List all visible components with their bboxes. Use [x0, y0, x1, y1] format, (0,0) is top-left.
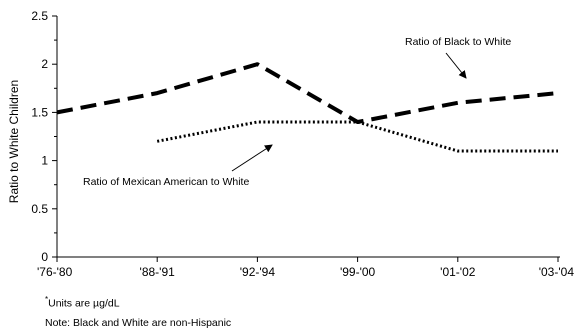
- x-tick-label: '76-'80: [37, 265, 73, 279]
- x-tick-label: '92-'94: [240, 265, 276, 279]
- line-chart: 0 0.5 1 1.5 2 2.5 Ratio to White Children '76-'…: [7, 9, 574, 279]
- units-note: *Units are µg/dL: [45, 295, 120, 310]
- annotation-layer: Ratio of Black to White Ratio of Mexican …: [83, 36, 511, 188]
- annotation-arrow-0: [445, 52, 467, 79]
- annotation-label-0: Ratio of Black to White: [405, 36, 511, 48]
- y-tick-label: 2: [41, 57, 48, 71]
- x-tick-label: '03-'04: [539, 265, 575, 279]
- y-tick-label: 0: [41, 250, 48, 264]
- units-marker: *: [45, 295, 49, 304]
- x-tick-label: '01-'02: [440, 265, 476, 279]
- y-tick-label: 1.5: [31, 105, 48, 119]
- axes: 0 0.5 1 1.5 2 2.5 Ratio to White Children '76-'…: [7, 9, 574, 279]
- y-tick-label: 0.5: [31, 202, 48, 216]
- y-tick-label: 2.5: [31, 9, 48, 23]
- annotation-arrow-1: [231, 144, 273, 172]
- x-tick-label: '88-'91: [140, 265, 176, 279]
- x-tick-label: '99-'00: [340, 265, 376, 279]
- series-line-0: [56, 62, 559, 124]
- annotation-label-1: Ratio of Mexican American to White: [83, 176, 249, 188]
- y-tick-label: 1: [41, 154, 48, 168]
- series-layer: [56, 62, 559, 153]
- units-note-text: Units are µg/dL: [48, 297, 120, 310]
- y-axis-label: Ratio to White Children: [7, 80, 21, 203]
- race-note: Note: Black and White are non-Hispanic: [45, 317, 232, 329]
- series-line-1: [156, 120, 558, 153]
